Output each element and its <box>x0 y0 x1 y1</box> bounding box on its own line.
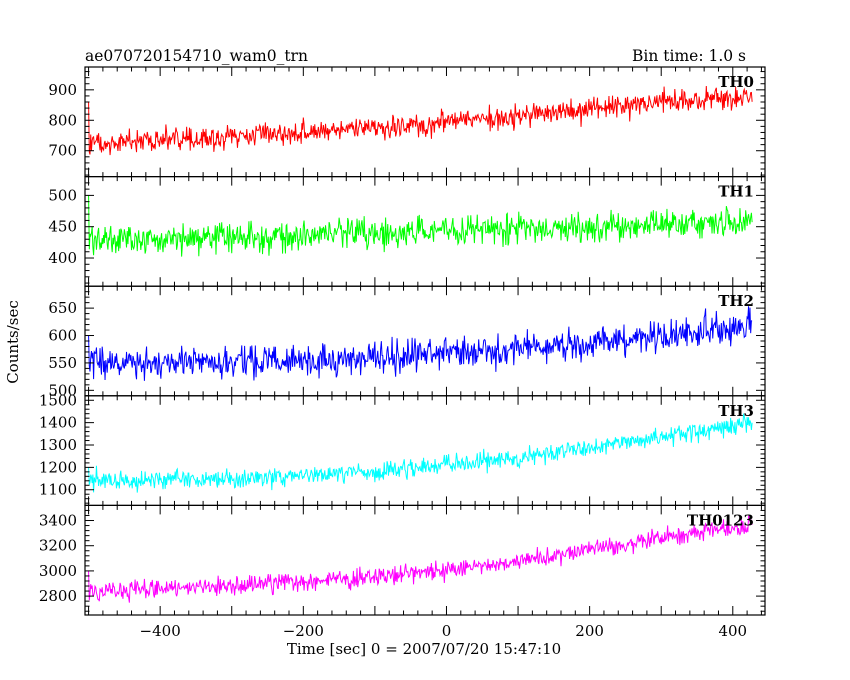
y-tick-label-th2: 650 <box>48 299 77 317</box>
x-tick-label: 0 <box>442 622 452 640</box>
y-tick-label-th3: 1500 <box>39 391 77 409</box>
series-line-th2 <box>88 306 753 381</box>
y-tick-label-th0: 700 <box>48 142 77 160</box>
y-tick-label-th3: 1200 <box>39 458 77 476</box>
y-tick-label-th2: 500 <box>48 381 77 399</box>
y-tick-label-th3: 1100 <box>39 481 77 499</box>
series-label-th2: TH2 <box>718 292 754 310</box>
y-tick-label-th0123: 2800 <box>39 587 77 605</box>
panels: 700 800 900 TH0 400 450 500 TH1 500 550 600 650 TH2 1… <box>39 66 766 640</box>
series-label-th0: TH0 <box>718 73 754 91</box>
panel-frame-th0 <box>84 66 766 178</box>
y-tick-label-th3: 1400 <box>39 414 77 432</box>
bin-time-label: Bin time: 1.0 s <box>632 47 746 65</box>
y-tick-label-th0: 900 <box>48 81 77 99</box>
y-tick-label-th2: 600 <box>48 327 77 345</box>
series-label-th3: TH3 <box>718 402 754 420</box>
series-label-th0123: TH0123 <box>687 511 754 529</box>
series-line-th0123 <box>88 515 753 603</box>
y-tick-label-th0: 800 <box>48 111 77 129</box>
y-tick-label-th1: 450 <box>48 218 77 236</box>
x-tick-label: −400 <box>140 622 181 640</box>
y-axis-label: Counts/sec <box>4 300 22 384</box>
y-tick-label-th0123: 3200 <box>39 537 77 555</box>
chart-title: ae070720154710_wam0_trn <box>85 47 308 65</box>
x-tick-label: −200 <box>283 622 324 640</box>
x-tick-label: 400 <box>718 622 747 640</box>
x-tick-label: 200 <box>575 622 604 640</box>
panel-frame-th3 <box>84 395 766 506</box>
y-tick-label-th3: 1300 <box>39 436 77 454</box>
y-tick-label-th2: 550 <box>48 354 77 372</box>
series-line-th1 <box>88 195 753 257</box>
x-axis-label: Time [sec] 0 = 2007/07/20 15:47:10 <box>287 640 561 658</box>
series-line-th0 <box>88 85 753 156</box>
y-tick-label-th0123: 3400 <box>39 512 77 530</box>
panel-frame-th2 <box>84 285 766 397</box>
series-label-th1: TH1 <box>718 183 754 201</box>
y-tick-label-th1: 400 <box>48 249 77 267</box>
y-tick-label-th1: 500 <box>48 186 77 204</box>
y-tick-label-th0123: 3000 <box>39 562 77 580</box>
series-line-th3 <box>88 412 753 493</box>
panel-frame-th0123 <box>84 504 766 616</box>
